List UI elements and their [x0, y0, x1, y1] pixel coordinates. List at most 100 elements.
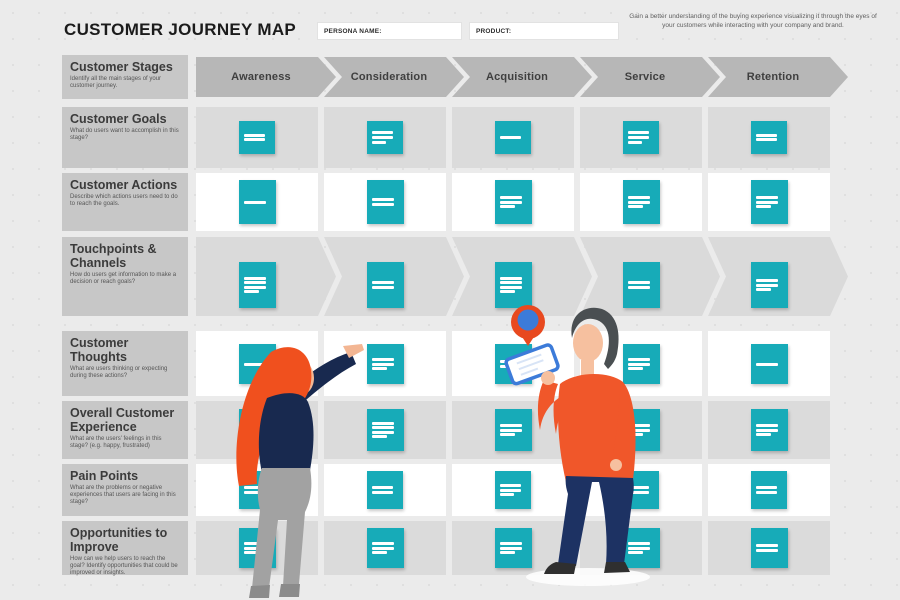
- note-lines: [500, 134, 526, 140]
- note-lines: [500, 359, 527, 370]
- sticky-note[interactable]: [623, 528, 660, 568]
- note-lines: [628, 194, 655, 209]
- sticky-note[interactable]: [495, 262, 532, 308]
- stage-label: Awareness: [231, 71, 291, 83]
- note-lines: [372, 485, 398, 496]
- row-title: Pain Points: [70, 469, 139, 483]
- note-lines: [756, 277, 783, 292]
- row-label-customer-thoughts: Customer Thoughts What are users thinking…: [62, 331, 188, 396]
- row-description: What are users thinking or expecting dur…: [70, 366, 168, 379]
- note-lines: [628, 422, 655, 437]
- sticky-note[interactable]: [367, 121, 403, 154]
- row-label-pain-points: Pain Points What are the problems or nega…: [62, 464, 188, 516]
- sticky-note[interactable]: [623, 262, 660, 308]
- row-label-customer-actions: Customer Actions Describe which actions u…: [62, 173, 188, 231]
- row-label-overall-customer-experience: Overall Customer Experience What are the …: [62, 401, 188, 459]
- sticky-note[interactable]: [367, 471, 403, 509]
- note-lines: [500, 482, 526, 497]
- sticky-note[interactable]: [623, 344, 660, 384]
- note-lines: [244, 199, 271, 205]
- row-description: What are the problems or negative experi…: [70, 485, 176, 505]
- row-label-customer-stages: Customer Stages Identify all the main sta…: [62, 55, 188, 99]
- note-lines: [372, 356, 399, 371]
- note-lines: [756, 194, 783, 209]
- sticky-note[interactable]: [367, 409, 404, 451]
- persona-name-label: PERSONA NAME:: [324, 27, 382, 35]
- row-description: Identify all the main stages of your cus…: [70, 76, 162, 89]
- sticky-note[interactable]: [239, 344, 276, 384]
- sticky-note[interactable]: [367, 180, 404, 224]
- note-lines: [628, 130, 654, 145]
- sticky-note[interactable]: [751, 344, 788, 384]
- stage-label: Service: [624, 71, 666, 83]
- sticky-note[interactable]: [623, 180, 660, 224]
- product-label: PRODUCT:: [476, 27, 512, 35]
- stage-arrow-awareness: Awareness: [196, 57, 336, 97]
- note-lines: [628, 540, 655, 555]
- row-description: How can we help users to reach the goal?…: [70, 556, 178, 576]
- sticky-note[interactable]: [495, 471, 531, 509]
- row-title: Customer Goals: [70, 112, 167, 126]
- stage-label: Retention: [746, 71, 800, 83]
- sticky-note[interactable]: [495, 180, 532, 224]
- note-lines: [628, 356, 655, 371]
- page-title: CUSTOMER JOURNEY MAP: [64, 20, 297, 39]
- row-label-opportunities-to-improve: Opportunities to Improve How can we help …: [62, 521, 188, 576]
- sticky-note[interactable]: [367, 344, 404, 384]
- sticky-note[interactable]: [239, 409, 276, 451]
- note-lines: [372, 540, 399, 555]
- note-lines: [756, 485, 782, 496]
- row-description: Describe which actions users need to do …: [70, 194, 178, 207]
- sticky-note[interactable]: [751, 409, 788, 451]
- note-lines: [244, 132, 270, 143]
- row-title: Opportunities to Improve: [70, 526, 168, 554]
- note-lines: [372, 197, 399, 208]
- sticky-note[interactable]: [751, 471, 787, 509]
- sticky-note[interactable]: [367, 262, 404, 308]
- row-title: Customer Actions: [70, 178, 178, 192]
- note-lines: [500, 422, 527, 437]
- sticky-note[interactable]: [751, 121, 787, 154]
- sticky-note[interactable]: [751, 528, 788, 568]
- note-lines: [756, 361, 783, 367]
- row-title: Customer Thoughts: [70, 336, 129, 364]
- header-description: Gain a better understanding of the buyin…: [629, 13, 877, 29]
- note-lines: [500, 194, 527, 209]
- note-lines: [500, 540, 527, 555]
- stage-label: Acquisition: [485, 71, 549, 83]
- row-description: What are the users' feelings in this sta…: [70, 436, 162, 449]
- sticky-note[interactable]: [495, 344, 532, 384]
- note-lines: [372, 130, 398, 145]
- sticky-note[interactable]: [623, 471, 659, 509]
- sticky-note[interactable]: [495, 409, 532, 451]
- sticky-note[interactable]: [751, 262, 788, 308]
- row-description: How do users get information to make a d…: [70, 272, 177, 285]
- note-lines: [756, 422, 783, 437]
- note-lines: [244, 540, 271, 555]
- sticky-note[interactable]: [239, 528, 276, 568]
- sticky-note[interactable]: [239, 262, 276, 308]
- stage-arrow-retention: Retention: [708, 57, 848, 97]
- sticky-note[interactable]: [239, 121, 275, 154]
- row-label-customer-goals: Customer Goals What do users want to acco…: [62, 107, 188, 168]
- persona-name-field[interactable]: PERSONA NAME:: [318, 23, 461, 39]
- note-lines: [756, 543, 783, 554]
- sticky-note[interactable]: [367, 528, 404, 568]
- note-lines: [244, 425, 271, 436]
- product-field[interactable]: PRODUCT:: [470, 23, 618, 39]
- sticky-note[interactable]: [239, 471, 275, 509]
- row-title: Touchpoints & Channels: [70, 242, 157, 270]
- sticky-note[interactable]: [751, 180, 788, 224]
- sticky-note[interactable]: [239, 180, 276, 224]
- sticky-note[interactable]: [495, 528, 532, 568]
- sticky-note[interactable]: [623, 121, 659, 154]
- stage-arrow-acquisition: Acquisition: [452, 57, 592, 97]
- note-lines: [244, 485, 270, 496]
- note-lines: [500, 275, 527, 295]
- sticky-note[interactable]: [495, 121, 531, 154]
- row-title: Overall Customer Experience: [70, 406, 175, 434]
- sticky-note[interactable]: [623, 409, 660, 451]
- note-lines: [628, 485, 654, 496]
- note-lines: [756, 132, 782, 143]
